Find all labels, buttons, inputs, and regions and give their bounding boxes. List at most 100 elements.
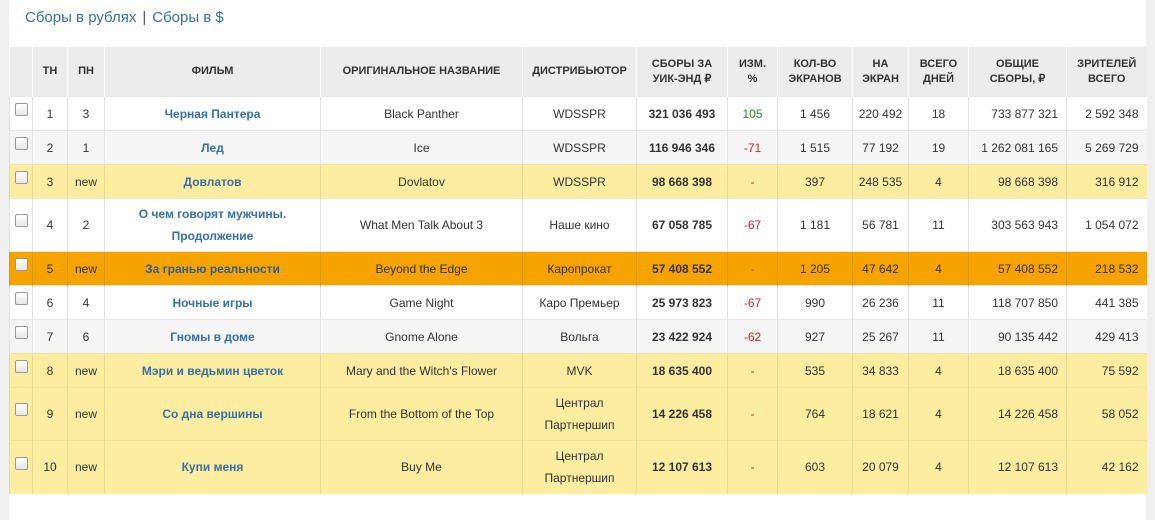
- cell-distributor: Централ Партнершип: [522, 387, 637, 441]
- cell-change: -67: [727, 198, 778, 252]
- film-link[interactable]: Купи меня: [181, 460, 244, 475]
- col-viewers[interactable]: ЗРИТЕЛЕЙ ВСЕГО: [1066, 47, 1147, 97]
- checkbox-icon[interactable]: [14, 136, 28, 150]
- checkbox-icon[interactable]: [14, 170, 28, 184]
- film-link[interactable]: Черная Пантера: [164, 106, 261, 121]
- film-link[interactable]: Лед: [201, 140, 224, 155]
- row-select-checkbox[interactable]: [9, 387, 33, 441]
- cell-viewers: 429 413: [1066, 319, 1147, 354]
- row-select-checkbox[interactable]: [9, 96, 33, 131]
- cell-film: Довлатов: [104, 164, 321, 199]
- row-select-checkbox[interactable]: [9, 285, 33, 320]
- cell-last-week: 6: [67, 319, 105, 354]
- cell-weekend-gross: 321 036 493: [636, 96, 728, 131]
- film-link[interactable]: Со дна вершины: [162, 407, 263, 421]
- cell-per-screen: 77 192: [852, 130, 909, 165]
- cell-this-week: 6: [32, 285, 68, 320]
- row-select-checkbox[interactable]: [9, 164, 33, 199]
- row-select-checkbox[interactable]: [9, 198, 33, 252]
- cell-screens: 1 456: [777, 96, 853, 131]
- row-select-checkbox[interactable]: [9, 440, 33, 494]
- col-film[interactable]: ФИЛЬМ: [104, 47, 321, 97]
- checkbox-icon[interactable]: [14, 102, 28, 116]
- tab-separator: |: [142, 9, 147, 26]
- col-total-gross[interactable]: ОБЩИЕ СБОРЫ, ₽: [968, 47, 1067, 97]
- cell-film: Ночные игры: [104, 285, 321, 320]
- row-select-checkbox[interactable]: [9, 319, 33, 354]
- film-link[interactable]: Довлатов: [183, 174, 242, 189]
- cell-per-screen: 56 781: [852, 198, 909, 252]
- checkbox-icon[interactable]: [14, 456, 28, 470]
- col-days[interactable]: ВСЕГО ДНЕЙ: [908, 47, 969, 97]
- cell-distributor: Вольга: [522, 319, 637, 354]
- col-change[interactable]: ИЗМ.%: [727, 47, 778, 97]
- cell-viewers: 5 269 729: [1066, 130, 1147, 165]
- cell-days: 11: [908, 198, 969, 252]
- cell-change: -71: [727, 130, 778, 165]
- cell-distributor: MVK: [522, 353, 637, 388]
- tab-dollars[interactable]: Сборы в $: [152, 9, 224, 26]
- film-link[interactable]: За гранью реальности: [145, 261, 280, 276]
- cell-original-title: Gnome Alone: [320, 319, 523, 354]
- cell-total-gross: 303 563 943: [968, 198, 1067, 252]
- table-row-highlighted: 5 new За гранью реальности Beyond the Ed…: [9, 251, 1147, 286]
- checkbox-icon[interactable]: [14, 291, 28, 305]
- cell-original-title: Mary and the Witch's Flower: [320, 353, 523, 388]
- table-row: 3 new Довлатов Dovlatov WDSSPR 98 668 39…: [9, 164, 1147, 199]
- col-change-line2: %: [747, 72, 758, 85]
- cell-change: -: [727, 387, 778, 441]
- cell-weekend-gross: 23 422 924: [636, 319, 728, 354]
- cell-per-screen: 47 642: [852, 251, 909, 286]
- row-select-checkbox[interactable]: [9, 130, 33, 165]
- checkbox-icon[interactable]: [14, 325, 28, 339]
- cell-days: 4: [908, 164, 969, 199]
- table-row: 4 2 О чем говорят мужчины. Продолжение W…: [9, 198, 1147, 252]
- col-per-screen-line1: НА: [872, 57, 889, 70]
- cell-per-screen: 20 079: [852, 440, 909, 494]
- col-distributor[interactable]: ДИСТРИБЬЮТОР: [522, 47, 637, 97]
- cell-weekend-gross: 18 635 400: [636, 353, 728, 388]
- col-screens[interactable]: КОЛ-ВО ЭКРАНОВ: [777, 47, 853, 97]
- cell-days: 4: [908, 251, 969, 286]
- cell-distributor: Каро Премьер: [522, 285, 637, 320]
- table-header-row: ТН ПН ФИЛЬМ ОРИГИНАЛЬНОЕ НАЗВАНИЕ ДИСТРИ…: [9, 47, 1147, 97]
- film-link[interactable]: Гномы в доме: [170, 329, 255, 344]
- checkbox-icon[interactable]: [14, 359, 28, 373]
- cell-screens: 397: [777, 164, 853, 199]
- row-select-checkbox[interactable]: [9, 251, 33, 286]
- col-this-week[interactable]: ТН: [32, 47, 68, 97]
- cell-days: 4: [908, 353, 969, 388]
- cell-this-week: 7: [32, 319, 68, 354]
- col-per-screen[interactable]: НА ЭКРАН: [852, 47, 909, 97]
- cell-this-week: 9: [32, 387, 68, 441]
- col-last-week[interactable]: ПН: [67, 47, 105, 97]
- checkbox-icon[interactable]: [14, 403, 28, 417]
- cell-days: 18: [908, 96, 969, 131]
- checkbox-icon[interactable]: [14, 257, 28, 271]
- cell-days: 11: [908, 319, 969, 354]
- col-weekend-gross-line2: УИК-ЭНД ₽: [652, 72, 712, 85]
- cell-film: Гномы в доме: [104, 319, 321, 354]
- cell-viewers: 316 912: [1066, 164, 1147, 199]
- tab-rubles[interactable]: Сборы в рублях: [25, 9, 137, 26]
- cell-last-week: new: [67, 440, 105, 494]
- cell-total-gross: 12 107 613: [968, 440, 1067, 494]
- film-link[interactable]: Мэри и ведьмин цветок: [141, 363, 284, 378]
- checkbox-icon[interactable]: [14, 214, 28, 228]
- film-link[interactable]: О чем говорят мужчины. Продолжение: [138, 207, 287, 243]
- col-weekend-gross[interactable]: СБОРЫ ЗА УИК-ЭНД ₽: [636, 47, 728, 97]
- cell-change: -: [727, 251, 778, 286]
- cell-screens: 764: [777, 387, 853, 441]
- box-office-table: ТН ПН ФИЛЬМ ОРИГИНАЛЬНОЕ НАЗВАНИЕ ДИСТРИ…: [9, 47, 1147, 494]
- col-original-title[interactable]: ОРИГИНАЛЬНОЕ НАЗВАНИЕ: [320, 47, 523, 97]
- cell-total-gross: 118 707 850: [968, 285, 1067, 320]
- cell-change: -62: [727, 319, 778, 354]
- cell-last-week: new: [67, 353, 105, 388]
- cell-film: Мэри и ведьмин цветок: [104, 353, 321, 388]
- cell-total-gross: 98 668 398: [968, 164, 1067, 199]
- film-link[interactable]: Ночные игры: [172, 295, 253, 310]
- cell-days: 11: [908, 285, 969, 320]
- cell-viewers: 2 592 348: [1066, 96, 1147, 131]
- cell-weekend-gross: 25 973 823: [636, 285, 728, 320]
- row-select-checkbox[interactable]: [9, 353, 33, 388]
